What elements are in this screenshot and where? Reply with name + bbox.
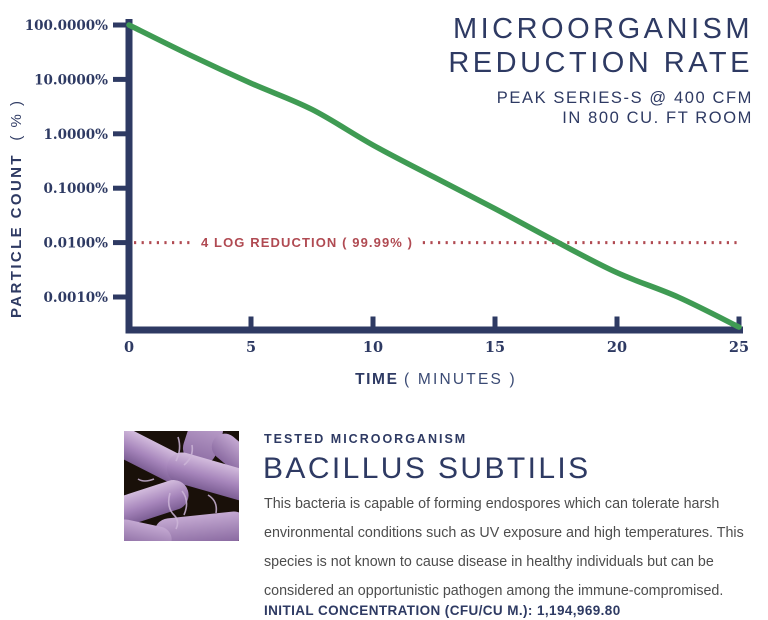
x-tick-label: 10 [363,339,383,356]
initial-concentration: INITIAL CONCENTRATION (CFU/CU M.): 1,194… [264,603,621,618]
series-curve [126,22,742,330]
chart-title: MICROORGANISM REDUCTION RATE [448,12,753,80]
chart-title-line2: REDUCTION RATE [448,47,753,79]
chart-subtitle-line2: IN 800 CU. FT ROOM [562,109,753,127]
chart-title-line1: MICROORGANISM [452,13,753,45]
y-axis-title: PARTICLE COUNT ( % ) [8,48,25,318]
y-tick-label: 0.1000% [44,181,109,197]
x-tick-label: 15 [485,339,505,356]
y-tick-label: 0.0010% [44,290,109,306]
bacteria-rods [124,431,239,541]
x-axis-title-text: TIME [355,371,399,388]
reduction-rate-chart: 100.0000% 10.0000% 1.0000% 0.1000% 0.0100% 0.… [25,18,749,356]
y-tick-label: 10.0000% [34,72,108,88]
x-tick-label: 0 [124,339,134,356]
y-axis-title-unit: ( % ) [8,99,25,141]
x-tick-label: 5 [246,339,256,356]
x-axis-title-unit: ( MINUTES ) [404,371,517,388]
organism-name: BACILLUS SUBTILIS [263,452,591,485]
y-axis-title-text: PARTICLE COUNT [8,153,25,318]
tested-microorganism-eyebrow: TESTED MICROORGANISM [264,432,468,446]
chart-subtitle-line1: PEAK SERIES-S @ 400 CFM [496,89,753,107]
bacteria-micrograph-image [124,431,239,541]
y-tick-label: 100.0000% [25,18,108,34]
x-tick-label: 20 [607,339,627,356]
organism-description: This bacteria is capable of forming endo… [264,496,744,599]
bacteria-flagella [137,436,218,530]
x-axis-title: TIME ( MINUTES ) [286,371,586,389]
x-tick-label: 25 [729,339,749,356]
threshold-label: 4 LOG REDUCTION ( 99.99% ) [193,235,422,250]
chart-subtitle: PEAK SERIES-S @ 400 CFM IN 800 CU. FT RO… [497,88,753,128]
y-tick-label: 0.0100% [44,236,109,252]
y-tick-label: 1.0000% [44,127,109,143]
